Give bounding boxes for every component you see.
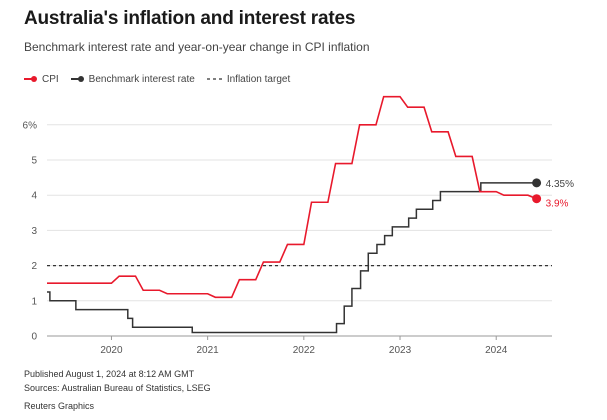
- sources-note: Sources: Australian Bureau of Statistics…: [24, 383, 211, 393]
- x-tick-label-2022: 2022: [293, 345, 316, 356]
- y-tick-label-4: 4: [31, 191, 37, 202]
- chart-legend: CPI Benchmark interest rate Inflation ta…: [24, 72, 302, 86]
- legend-item-cpi: CPI: [24, 74, 59, 85]
- y-tick-label-5: 5: [31, 156, 37, 167]
- legend-cpi-marker: [24, 76, 37, 82]
- y-tick-label-1: 1: [31, 296, 37, 307]
- legend-target-marker: [206, 78, 223, 80]
- y-tick-label-0: 0: [31, 332, 37, 343]
- x-tick-label-2023: 2023: [389, 345, 412, 356]
- series-line-cpi: [47, 95, 537, 299]
- chart-subtitle: Benchmark interest rate and year-on-year…: [24, 40, 370, 54]
- published-note: Published August 1, 2024 at 8:12 AM GMT: [24, 369, 195, 379]
- x-tick-label-2020: 2020: [100, 345, 123, 356]
- chart-title: Australia's inflation and interest rates: [24, 8, 356, 29]
- legend-item-rate: Benchmark interest rate: [70, 73, 195, 85]
- legend-rate-label: Benchmark interest rate: [88, 73, 195, 85]
- end-label-interest-rate: 4.35%: [546, 179, 574, 190]
- y-tick-label-2: 2: [31, 261, 37, 272]
- legend-cpi-label: CPI: [42, 73, 59, 85]
- series-end-marker-interest-rate: [532, 178, 542, 188]
- legend-target-label: Inflation target: [226, 73, 291, 85]
- credit-note: Reuters Graphics: [24, 401, 95, 411]
- x-tick-label-2021: 2021: [197, 345, 220, 356]
- series-line-interest-rate: [47, 182, 537, 334]
- end-label-cpi: 3.9%: [546, 199, 569, 210]
- y-tick-label-6: 6%: [23, 120, 38, 131]
- y-tick-label-3: 3: [31, 226, 37, 237]
- legend-item-target: Inflation target: [206, 73, 291, 85]
- x-tick-label-2024: 2024: [485, 345, 508, 356]
- legend-rate-marker: [70, 76, 84, 82]
- series-end-marker-cpi: [532, 194, 542, 204]
